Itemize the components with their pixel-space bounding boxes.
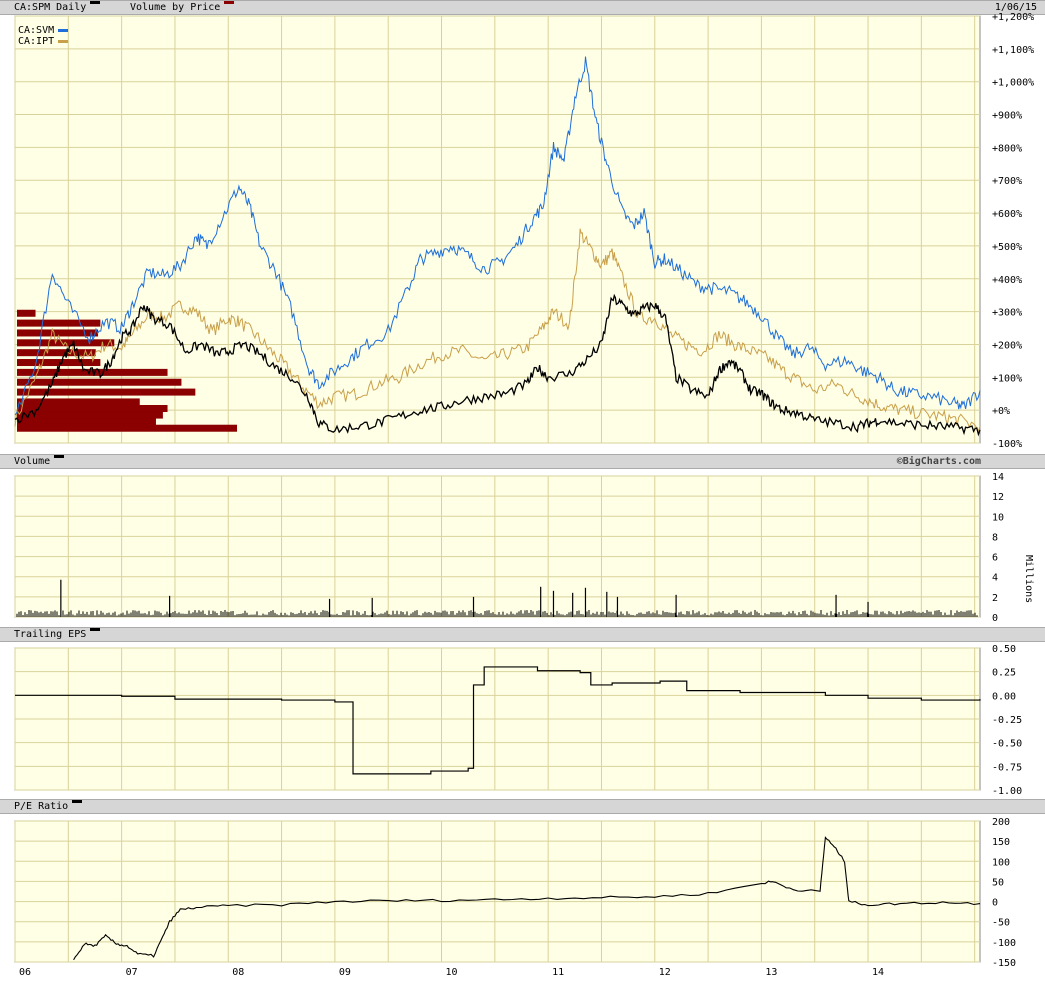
y-tick-label: +100% [992, 373, 1022, 384]
y-tick-label: +900% [992, 111, 1022, 122]
y-tick-label: +600% [992, 209, 1022, 220]
y-tick-label: -50 [992, 918, 1010, 929]
y-tick-label: 8 [992, 532, 998, 543]
pe-panel-header: P/E Ratio [0, 799, 1045, 814]
x-tick-label: 14 [872, 967, 884, 978]
eps-key [90, 628, 101, 631]
legend: CA:SVM CA:IPT [18, 25, 69, 47]
pe-line [73, 836, 981, 961]
x-tick-label: 11 [552, 967, 564, 978]
series-line-ca-ipt [14, 228, 981, 434]
y-tick-label: 10 [992, 512, 1004, 523]
y-tick-label: 14 [992, 472, 1004, 483]
vbp-bar [17, 309, 36, 317]
y-tick-label: 150 [992, 837, 1010, 848]
y-tick-label: 12 [992, 492, 1004, 503]
y-tick-label: +0% [992, 406, 1010, 417]
y-tick-label: 50 [992, 877, 1004, 888]
volume-axis-label: Millions [1023, 555, 1034, 603]
symbol-label: CA:SPM Daily [14, 1, 101, 14]
vbp-bar [17, 378, 182, 386]
bigcharts-credit: ©BigCharts.com [896, 456, 981, 467]
y-tick-label: +1,100% [992, 45, 1034, 56]
header-date: 1/06/15 [994, 2, 1037, 13]
y-tick-label: -1.00 [992, 786, 1022, 797]
y-tick-label: 2 [992, 593, 998, 604]
pe-key [72, 800, 83, 803]
y-tick-label: 0.00 [992, 691, 1016, 702]
y-tick-label: 0 [992, 898, 998, 909]
y-tick-label: 100 [992, 857, 1010, 868]
y-tick-label: -150 [992, 958, 1016, 969]
eps-panel-header: Trailing EPS [0, 627, 1045, 642]
x-tick-label: 08 [232, 967, 244, 978]
y-tick-label: +300% [992, 308, 1022, 319]
y-tick-label: +200% [992, 340, 1022, 351]
y-tick-label: -0.50 [992, 739, 1022, 750]
vbp-bar [17, 349, 96, 357]
y-tick-label: 0 [992, 613, 998, 624]
volume-key [54, 455, 65, 458]
vbp-bar [17, 424, 238, 432]
y-tick-label: 0.50 [992, 644, 1016, 655]
plot-area-0 [14, 15, 981, 444]
vbp-label: Volume by Price [130, 1, 235, 14]
series-line-ca-spm [14, 293, 981, 437]
y-tick-label: 200 [992, 817, 1010, 828]
vbp-bar [17, 368, 168, 376]
y-tick-label: +1,000% [992, 78, 1034, 89]
x-tick-label: 09 [339, 967, 351, 978]
x-tick-label: 13 [765, 967, 777, 978]
pe-label: P/E Ratio [14, 800, 83, 813]
vbp-key [224, 1, 235, 4]
vbp-bar [17, 388, 196, 396]
legend-item-svm: CA:SVM [18, 25, 69, 36]
vbp-bar [17, 411, 163, 419]
y-tick-label: +800% [992, 143, 1022, 154]
y-tick-label: 6 [992, 553, 998, 564]
plot-area-3 [14, 820, 981, 963]
y-tick-label: +1,200% [992, 12, 1034, 23]
y-tick-label: 0.25 [992, 668, 1016, 679]
y-tick-label: -100 [992, 938, 1016, 949]
eps-line [15, 666, 981, 775]
vbp-bar [17, 359, 101, 367]
vbp-bar [17, 319, 101, 327]
x-tick-label: 10 [446, 967, 458, 978]
y-tick-label: -0.75 [992, 762, 1022, 773]
y-tick-label: +400% [992, 275, 1022, 286]
vbp-bar [17, 418, 156, 426]
y-tick-label: 4 [992, 573, 998, 584]
y-tick-label: -0.25 [992, 715, 1022, 726]
x-tick-label: 06 [19, 967, 31, 978]
symbol-key [90, 1, 101, 4]
eps-label: Trailing EPS [14, 628, 101, 641]
series-line-ca-svm [14, 56, 981, 416]
x-tick-label: 07 [126, 967, 138, 978]
y-tick-label: -100% [992, 439, 1022, 450]
y-tick-label: +500% [992, 242, 1022, 253]
vbp-bar [17, 329, 99, 337]
vbp-bar [17, 405, 168, 413]
legend-item-ipt: CA:IPT [18, 36, 69, 47]
price-panel-header: CA:SPM Daily Volume by Price 1/06/15 [0, 0, 1045, 15]
vbp-bar [17, 398, 140, 406]
plot-area-1 [14, 475, 981, 618]
volume-label: Volume [14, 455, 65, 468]
y-tick-label: +700% [992, 176, 1022, 187]
volume-panel-header: Volume ©BigCharts.com [0, 454, 1045, 469]
x-tick-label: 12 [659, 967, 671, 978]
